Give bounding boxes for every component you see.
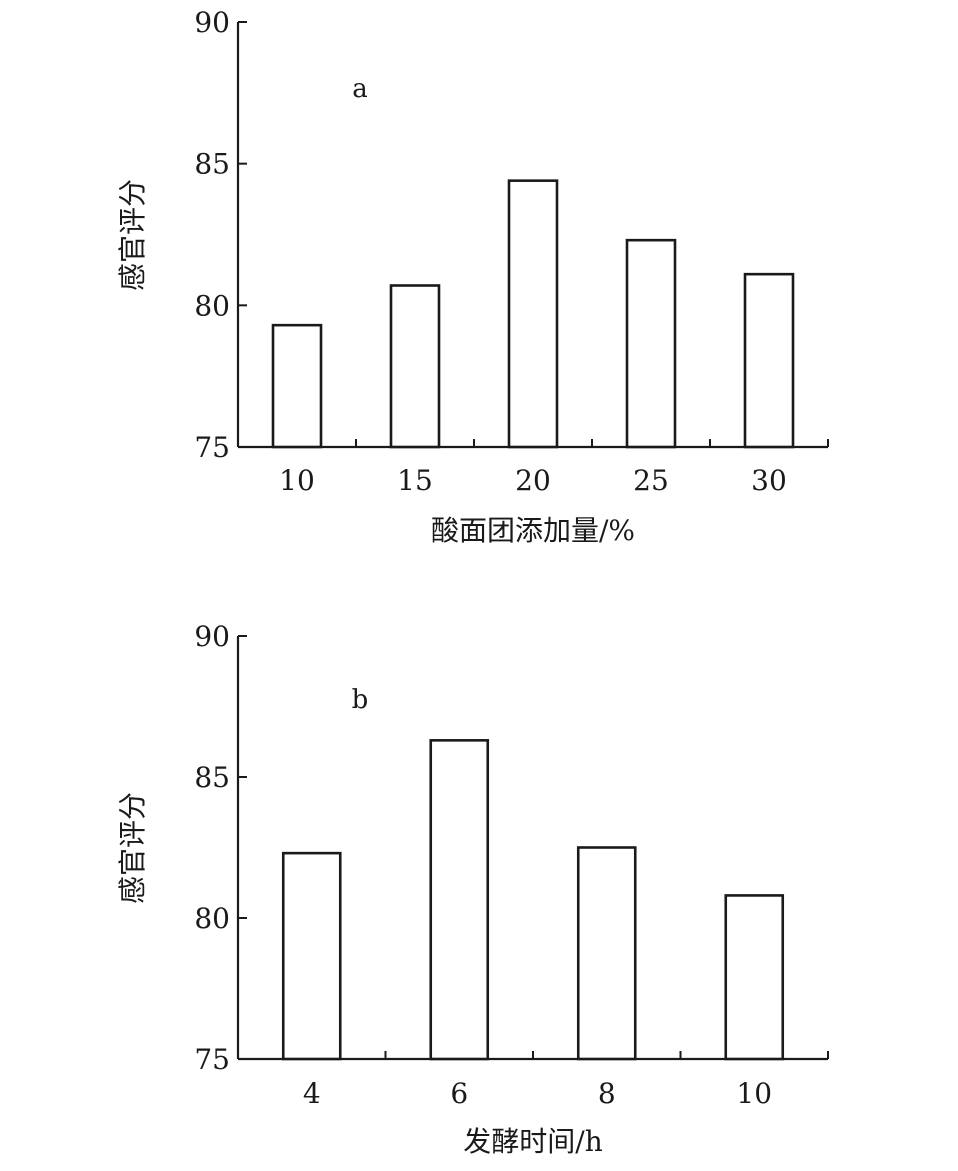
y-axis-label-a: 感官评分 (116, 179, 149, 291)
y-tick-label-a-0: 75 (194, 431, 230, 464)
bar-a-10 (271, 323, 323, 449)
y-tick-label-b-3: 90 (194, 620, 230, 653)
bar-b-8 (576, 846, 637, 1061)
y-tick-label-a-1: 80 (194, 289, 230, 322)
x-tick-label-a-3: 25 (633, 464, 669, 497)
y-tick-label-b-1: 80 (194, 902, 230, 935)
bar-a-25 (625, 238, 677, 449)
x-tick-label-a-0: 10 (279, 464, 315, 497)
y-tick-label-a-3: 90 (194, 6, 230, 39)
panel-label-b: b (352, 685, 369, 715)
bar-a-15 (389, 284, 441, 449)
chart-panel-b: b 感官评分 发酵时间/h 75 80 85 90 4 6 8 10 (116, 620, 829, 1158)
panel-label-a: a (352, 74, 368, 104)
y-tick-label-a-2: 85 (194, 148, 230, 181)
x-tick-label-b-0: 4 (303, 1077, 321, 1110)
x-axis-label-a: 酸面团添加量/% (431, 514, 635, 547)
bar-a-20 (507, 179, 559, 449)
x-tick-label-a-1: 15 (397, 464, 433, 497)
bar-a-30 (743, 272, 795, 449)
y-axis-label-b: 感官评分 (116, 792, 149, 904)
y-tick-label-b-2: 85 (194, 761, 230, 794)
bar-b-4 (281, 851, 342, 1061)
x-tick-label-a-2: 20 (515, 464, 551, 497)
bar-b-10 (724, 894, 785, 1061)
x-axis-label-b: 发酵时间/h (463, 1125, 602, 1158)
y-tick-label-b-0: 75 (194, 1043, 230, 1076)
x-tick-label-a-4: 30 (751, 464, 787, 497)
x-tick-label-b-2: 8 (598, 1077, 616, 1110)
chart-panel-a: a 感官评分 酸面团添加量/% 75 80 85 90 10 15 20 25 30 (116, 6, 829, 547)
bar-b-6 (429, 739, 490, 1061)
x-tick-label-b-3: 10 (736, 1077, 772, 1110)
x-tick-label-b-1: 6 (450, 1077, 468, 1110)
